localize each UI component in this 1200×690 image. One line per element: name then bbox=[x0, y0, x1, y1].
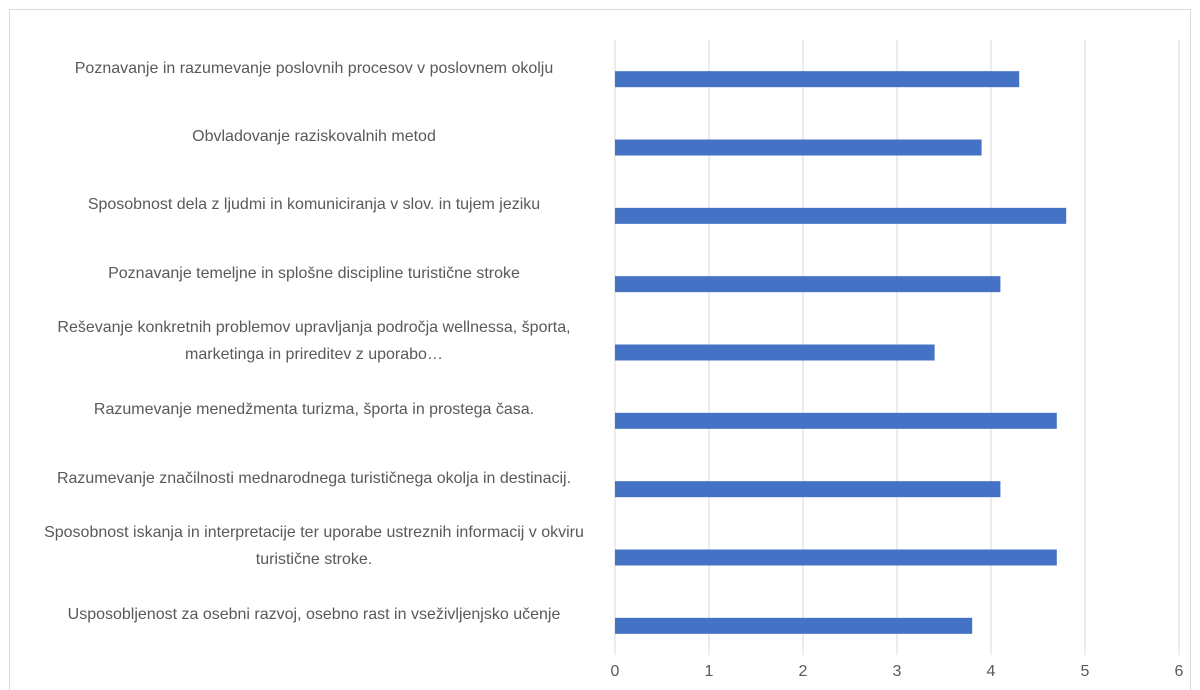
bar bbox=[615, 276, 1001, 293]
bar bbox=[615, 344, 935, 361]
y-tick-label: Usposobljenost za osebni razvoj, osebno … bbox=[67, 606, 561, 624]
bar bbox=[615, 549, 1057, 566]
x-tick-label: 3 bbox=[893, 663, 902, 680]
bar bbox=[615, 71, 1020, 88]
y-tick-label: Poznavanje temeljne in splošne disciplin… bbox=[108, 264, 520, 282]
x-tick-label: 1 bbox=[705, 663, 714, 680]
y-tick-label: Sposobnost dela z ljudmi in komuniciranj… bbox=[87, 196, 541, 214]
y-tick-label: Poznavanje in razumevanje poslovnih proc… bbox=[74, 59, 554, 77]
chart-border bbox=[9, 9, 1191, 690]
x-tick-label: 5 bbox=[1081, 663, 1090, 680]
x-tick-label: 2 bbox=[799, 663, 808, 680]
bar bbox=[615, 481, 1001, 498]
bar bbox=[615, 617, 973, 634]
y-tick-label: Razumevanje značilnosti mednarodnega tur… bbox=[56, 469, 572, 487]
x-tick-label: 0 bbox=[611, 663, 620, 680]
bar bbox=[615, 412, 1057, 429]
y-tick-label: Obvladovanje raziskovalnih metod bbox=[192, 127, 436, 145]
x-tick-label: 4 bbox=[987, 663, 996, 680]
y-tick-label: Reševanje konkretnih problemov upravljan… bbox=[57, 319, 571, 364]
y-tick-label: Sposobnost iskanja in interpretacije ter… bbox=[44, 524, 584, 569]
bar bbox=[615, 207, 1067, 224]
bar bbox=[615, 139, 982, 156]
y-tick-label: Razumevanje menedžmenta turizma, športa … bbox=[93, 401, 535, 419]
x-tick-label: 6 bbox=[1175, 663, 1184, 680]
